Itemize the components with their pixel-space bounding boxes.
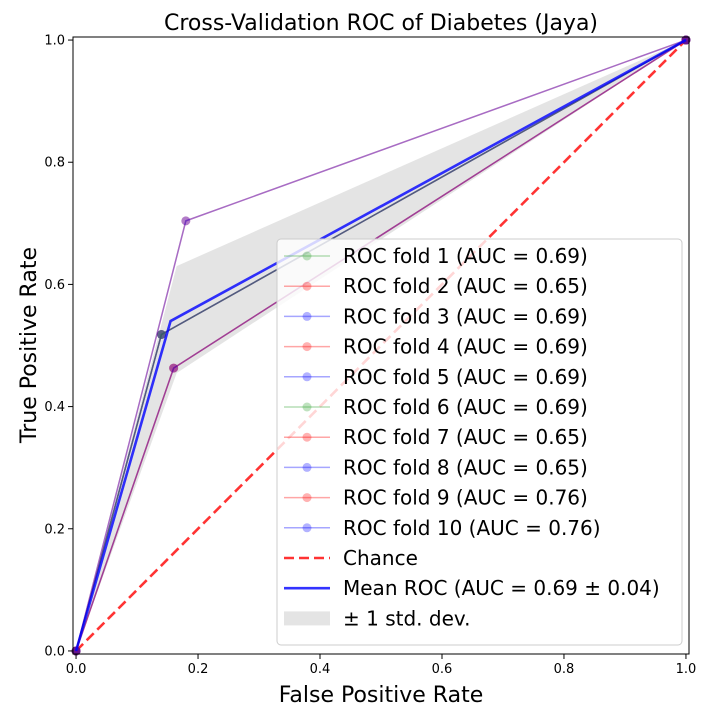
fold-8-line [75, 39, 687, 652]
y-axis-label: True Positive Rate [17, 247, 42, 444]
mean-roc-line [74, 38, 687, 652]
fold-4-line [75, 39, 687, 652]
fold-2-line [75, 39, 687, 652]
legend-fold-10-swatch-marker [302, 523, 312, 533]
chart-title: Cross-Validation ROC of Diabetes (Jaya) [164, 11, 598, 36]
fold-5-point-2 [156, 330, 166, 340]
legend-fold-3-swatch-marker [302, 311, 312, 321]
y-tick-label-1: 0.2 [44, 522, 65, 537]
legend-fold-8-swatch-marker [302, 462, 312, 472]
std-band-layer [76, 40, 686, 651]
legend-mean-label: Mean ROC (AUC = 0.69 ± 0.04) [343, 576, 660, 600]
x-tick-label-2: 0.4 [310, 662, 331, 677]
y-tick-label-3: 0.6 [44, 278, 65, 293]
legend-item-fold-4: ROC fold 4 (AUC = 0.69) [284, 335, 588, 359]
legend-fold-1-swatch-marker [302, 251, 312, 261]
legend-fold-10-label: ROC fold 10 (AUC = 0.76) [343, 516, 601, 540]
x-tick-label-3: 0.6 [432, 662, 453, 677]
legend-item-fold-10: ROC fold 10 (AUC = 0.76) [284, 516, 601, 540]
legend-item-fold-3: ROC fold 3 (AUC = 0.69) [284, 304, 588, 328]
series-fold-2 [71, 35, 691, 656]
x-ticks: 0.0 0.2 0.4 0.6 0.8 1.0 [66, 654, 697, 677]
y-tick-label-5: 1.0 [44, 34, 65, 49]
legend-item-fold-9: ROC fold 9 (AUC = 0.76) [284, 486, 588, 510]
y-tick-label-4: 0.8 [44, 156, 65, 171]
x-tick-label-5: 1.0 [676, 662, 697, 677]
legend-std-swatch [284, 611, 330, 626]
x-axis-label: False Positive Rate [279, 683, 483, 708]
fold-10-point-2 [181, 216, 191, 226]
y-ticks: 0.0 0.2 0.4 0.6 0.8 1.0 [44, 34, 73, 659]
legend-item-fold-5: ROC fold 5 (AUC = 0.69) [284, 365, 588, 389]
x-tick-label-0: 0.0 [66, 662, 87, 677]
fold-6-line [75, 39, 687, 652]
legend-item-mean: Mean ROC (AUC = 0.69 ± 0.04) [284, 576, 660, 600]
fold-3-point-2 [156, 330, 166, 340]
legend-fold-5-swatch-marker [302, 372, 312, 382]
y-tick-label-0: 0.0 [44, 644, 65, 659]
fold-2-point-2 [169, 363, 179, 373]
legend-std-label: ± 1 std. dev. [343, 606, 471, 630]
fold-3-line [75, 39, 687, 652]
fold-1-point-2 [156, 330, 166, 340]
mean-roc-layer [74, 38, 687, 652]
fold-6-point-2 [156, 330, 166, 340]
legend-item-std: ± 1 std. dev. [284, 606, 471, 630]
legend-fold-6-swatch-marker [302, 402, 312, 412]
std-band [76, 40, 686, 651]
y-tick-label-2: 0.4 [44, 400, 65, 415]
fold-5-line [75, 39, 687, 652]
fold-9-point-2 [181, 216, 191, 226]
legend-fold-8-label: ROC fold 8 (AUC = 0.65) [343, 455, 588, 479]
legend-fold-2-swatch-marker [302, 281, 312, 291]
legend-item-fold-7: ROC fold 7 (AUC = 0.65) [284, 425, 588, 449]
legend-fold-4-swatch-marker [302, 342, 312, 352]
chance-line [75, 39, 687, 652]
fold-1-line [75, 39, 687, 652]
fold-7-point-2 [169, 363, 179, 373]
x-tick-label-4: 0.8 [554, 662, 575, 677]
legend-item-fold-6: ROC fold 6 (AUC = 0.69) [284, 395, 588, 419]
legend-item-fold-1: ROC fold 1 (AUC = 0.69) [284, 244, 588, 268]
legend-box [276, 238, 683, 646]
fold-10-line [75, 39, 687, 652]
fold-4-point-2 [156, 330, 166, 340]
legend-fold-3-label: ROC fold 3 (AUC = 0.69) [343, 304, 588, 328]
series-fold-1 [71, 35, 691, 656]
legend-fold-1-label: ROC fold 1 (AUC = 0.69) [343, 244, 588, 268]
legend-item-fold-8: ROC fold 8 (AUC = 0.65) [284, 455, 588, 479]
legend-fold-7-label: ROC fold 7 (AUC = 0.65) [343, 425, 588, 449]
plot-frame [72, 36, 690, 655]
legend-fold-2-label: ROC fold 2 (AUC = 0.65) [343, 274, 588, 298]
fold-8-point-2 [169, 363, 179, 373]
legend-item-fold-2: ROC fold 2 (AUC = 0.65) [284, 274, 588, 298]
legend-fold-4-label: ROC fold 4 (AUC = 0.69) [343, 335, 588, 359]
legend-fold-5-label: ROC fold 5 (AUC = 0.69) [343, 365, 588, 389]
legend: ROC fold 1 (AUC = 0.69) ROC fold 2 (AUC =… [276, 238, 683, 646]
legend-chance-label: Chance [343, 546, 418, 570]
legend-item-chance: Chance [284, 546, 418, 570]
fold-7-line [75, 39, 687, 652]
x-tick-label-1: 0.2 [188, 662, 209, 677]
chance-layer [75, 39, 687, 652]
legend-fold-7-swatch-marker [302, 432, 312, 442]
legend-fold-9-label: ROC fold 9 (AUC = 0.76) [343, 486, 588, 510]
fold-9-line [75, 39, 687, 652]
legend-fold-6-label: ROC fold 6 (AUC = 0.69) [343, 395, 588, 419]
legend-fold-9-swatch-marker [302, 493, 312, 503]
